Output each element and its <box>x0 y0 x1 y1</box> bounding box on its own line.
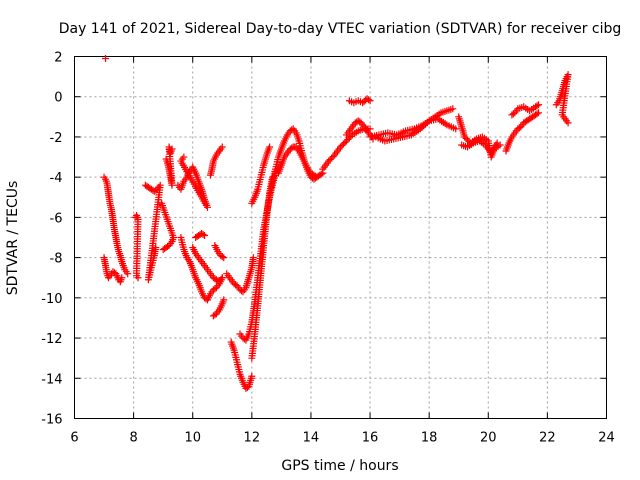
data-point <box>535 101 543 109</box>
x-tick-label: 22 <box>539 431 556 446</box>
y-tick-label: -14 <box>41 372 62 387</box>
data-point <box>214 277 222 285</box>
data-points <box>100 55 572 392</box>
data-point <box>211 311 219 319</box>
data-point <box>218 253 226 261</box>
x-tick-label: 20 <box>480 431 497 446</box>
axis-ticks: 6 8 10 12 14 16 18 20 22 24 -16 -14 -12 -10 -8 -6 -4 -2 0 2 <box>41 51 615 446</box>
data-point <box>288 144 296 152</box>
data-point <box>464 136 472 144</box>
y-tick-label: -8 <box>50 252 63 267</box>
data-point <box>218 143 226 151</box>
x-tick-label: 12 <box>244 431 261 446</box>
data-point <box>180 153 188 161</box>
data-point <box>329 153 337 161</box>
data-point <box>118 274 126 282</box>
data-point <box>248 372 256 380</box>
data-point <box>509 110 517 118</box>
data-point <box>326 156 334 164</box>
y-tick-label: -16 <box>41 413 62 428</box>
data-point <box>533 110 541 118</box>
data-point <box>342 137 350 145</box>
data-point <box>328 154 336 162</box>
data-point <box>341 138 349 146</box>
data-point <box>211 285 219 293</box>
data-point <box>124 270 132 278</box>
data-point <box>564 119 572 127</box>
data-point <box>158 199 166 207</box>
data-point <box>515 124 523 132</box>
data-point <box>249 254 257 262</box>
data-point <box>220 296 228 304</box>
y-tick-label: 2 <box>54 51 62 66</box>
data-point <box>232 281 240 289</box>
y-tick-label: -2 <box>50 131 63 146</box>
data-point <box>533 102 541 110</box>
data-point <box>134 274 142 282</box>
data-point <box>220 254 228 262</box>
data-point <box>365 96 373 104</box>
data-point <box>164 243 172 251</box>
data-point <box>266 143 274 151</box>
data-point <box>152 244 160 252</box>
data-point <box>344 135 352 143</box>
data-point <box>461 133 469 141</box>
chart-title: Day 141 of 2021, Sidereal Day-to-day VTE… <box>59 21 622 37</box>
data-point <box>237 287 245 295</box>
data-point <box>337 143 344 151</box>
data-point <box>201 231 209 239</box>
data-point <box>199 230 207 238</box>
data-point <box>345 134 353 142</box>
data-point <box>288 126 296 134</box>
data-point <box>168 145 176 153</box>
x-tick-label: 16 <box>362 431 379 446</box>
data-point <box>317 170 325 178</box>
data-point <box>493 139 501 147</box>
x-axis-label: GPS time / hours <box>281 458 398 474</box>
x-tick-label: 10 <box>184 431 201 446</box>
data-point <box>535 109 543 117</box>
data-point <box>462 134 470 142</box>
data-point <box>339 140 347 148</box>
x-tick-label: 8 <box>129 431 137 446</box>
data-point <box>452 125 460 133</box>
y-tick-label: -10 <box>41 292 62 307</box>
grid <box>74 56 607 419</box>
x-tick-label: 6 <box>70 431 78 446</box>
data-point <box>338 141 346 149</box>
y-tick-label: -4 <box>50 171 63 186</box>
y-tick-label: -12 <box>41 332 62 347</box>
x-tick-label: 14 <box>303 431 320 446</box>
x-tick-label: 18 <box>421 431 438 446</box>
y-tick-label: 0 <box>54 91 62 106</box>
data-point <box>356 118 364 126</box>
data-point <box>325 157 333 165</box>
x-tick-label: 24 <box>598 431 615 446</box>
data-point <box>449 105 457 113</box>
y-axis-label: SDTVAR / TECUs <box>5 181 21 296</box>
y-tick-label: -6 <box>50 211 63 226</box>
data-point <box>218 274 226 282</box>
data-point <box>366 97 374 105</box>
plot-frame <box>74 56 607 419</box>
data-point <box>102 55 110 63</box>
